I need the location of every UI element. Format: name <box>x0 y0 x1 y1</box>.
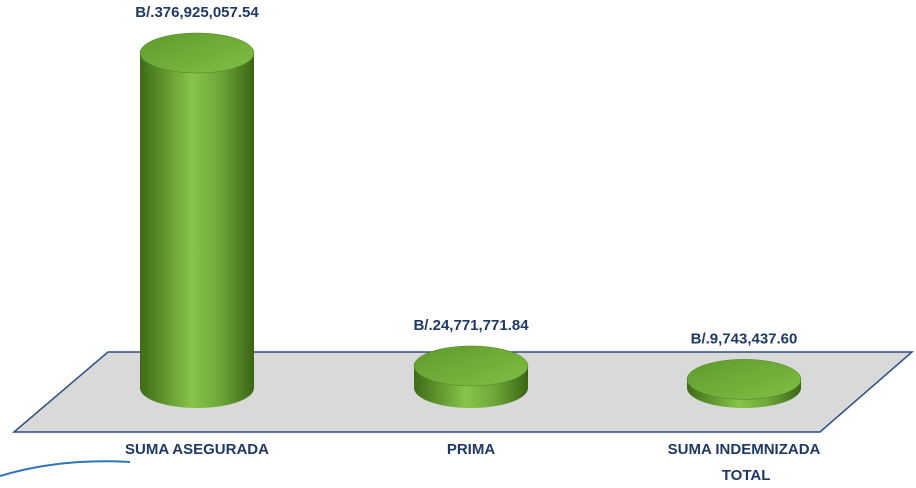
data-label: B/.24,771,771.84 <box>413 317 529 334</box>
x-tick-label: SUMA INDEMNIZADA TOTAL <box>668 441 821 484</box>
decor-swoosh <box>0 460 131 477</box>
bar-top <box>686 359 802 400</box>
data-label: B/.376,925,057.54 <box>135 4 259 21</box>
bar <box>139 32 255 408</box>
x-tick-label: PRIMA <box>447 441 496 458</box>
bar-top <box>413 345 529 387</box>
bar-top <box>139 32 255 74</box>
bar <box>413 345 529 408</box>
data-label: B/.9,743,437.60 <box>691 330 798 347</box>
bar <box>686 359 802 408</box>
label-line: SUMA INDEMNIZADA <box>668 441 821 458</box>
bar-body <box>140 53 254 408</box>
label-line: TOTAL <box>718 467 771 484</box>
x-tick-label: SUMA ASEGURADA <box>125 441 269 458</box>
